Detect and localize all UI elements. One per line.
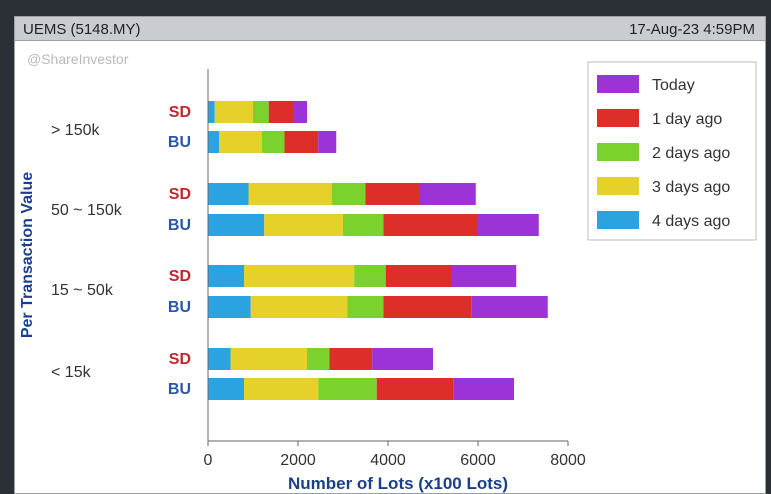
x-tick-label: 6000 xyxy=(460,452,496,469)
chart-panel: UEMS (5148.MY) 17-Aug-23 4:59PM @ShareIn… xyxy=(14,16,766,494)
legend-swatch xyxy=(597,143,639,161)
bar-segment-4-days-ago xyxy=(208,214,265,236)
bar-segment-1-day-ago xyxy=(268,101,294,123)
bar-segment-today xyxy=(419,183,476,205)
bar-segment-3-days-ago xyxy=(244,265,355,287)
bar-segment-today xyxy=(318,131,337,153)
legend-swatch xyxy=(597,75,639,93)
bar-segment-4-days-ago xyxy=(208,131,220,153)
bar-label-sd: SD xyxy=(169,186,191,203)
bar-segment-4-days-ago xyxy=(208,296,251,318)
bar-segment-1-day-ago xyxy=(385,265,451,287)
bar-segment-3-days-ago xyxy=(230,348,307,370)
bar-segment-3-days-ago xyxy=(248,183,332,205)
chart-timestamp: 17-Aug-23 4:59PM xyxy=(629,21,755,38)
x-tick-label: 2000 xyxy=(280,452,316,469)
bar-segment-1-day-ago xyxy=(383,214,478,236)
bar-label-sd: SD xyxy=(169,104,191,121)
bar-label-sd: SD xyxy=(169,351,191,368)
group-label: 15 ~ 50k xyxy=(51,282,114,299)
bar-segment-4-days-ago xyxy=(208,378,244,400)
bar-segment-2-days-ago xyxy=(331,183,366,205)
legend-swatch xyxy=(597,109,639,127)
bar-segment-1-day-ago xyxy=(383,296,472,318)
bar-segment-1-day-ago xyxy=(329,348,373,370)
x-tick-label: 0 xyxy=(204,452,213,469)
bar-segment-4-days-ago xyxy=(208,101,215,123)
legend-label: 3 days ago xyxy=(652,179,730,196)
y-axis-title: Per Transaction Value xyxy=(19,172,36,338)
legend-swatch xyxy=(597,177,639,195)
bar-segment-3-days-ago xyxy=(250,296,348,318)
group-label: < 15k xyxy=(51,364,92,381)
legend-swatch xyxy=(597,211,639,229)
legend-label: 2 days ago xyxy=(652,145,730,162)
bar-label-bu: BU xyxy=(168,134,191,151)
bar-segment-3-days-ago xyxy=(219,131,262,153)
bar-label-bu: BU xyxy=(168,381,191,398)
bar-segment-1-day-ago xyxy=(376,378,454,400)
legend-label: Today xyxy=(652,77,695,94)
x-tick-label: 8000 xyxy=(550,452,586,469)
bar-segment-1-day-ago xyxy=(284,131,319,153)
bar-segment-2-days-ago xyxy=(354,265,386,287)
bar-segment-today xyxy=(478,214,539,236)
bar-segment-2-days-ago xyxy=(318,378,377,400)
bar-label-bu: BU xyxy=(168,299,191,316)
bar-segment-2-days-ago xyxy=(343,214,384,236)
bar-segment-1-day-ago xyxy=(365,183,420,205)
bar-segment-4-days-ago xyxy=(208,183,249,205)
bar-segment-today xyxy=(293,101,307,123)
watermark: @ShareInvestor xyxy=(27,51,129,67)
stock-title: UEMS (5148.MY) xyxy=(23,21,141,38)
legend-label: 4 days ago xyxy=(652,213,730,230)
bar-segment-2-days-ago xyxy=(262,131,285,153)
bar-segment-2-days-ago xyxy=(307,348,330,370)
bar-segment-2-days-ago xyxy=(347,296,384,318)
stacked-bar-chart: SD BU SD BU SD BU SD BU > 150k 50 ~ 150k 15 ~ 50k <… xyxy=(19,61,757,493)
bar-segment-3-days-ago xyxy=(264,214,343,236)
bar-segment-3-days-ago xyxy=(214,101,253,123)
legend-label: 1 day ago xyxy=(652,111,722,128)
bar-segment-3-days-ago xyxy=(244,378,319,400)
group-label: > 150k xyxy=(51,122,100,139)
bar-segment-today xyxy=(372,348,433,370)
bar-label-sd: SD xyxy=(169,268,191,285)
group-label: 50 ~ 150k xyxy=(51,202,123,219)
bar-segment-4-days-ago xyxy=(208,348,231,370)
bar-label-bu: BU xyxy=(168,217,191,234)
x-axis-title: Number of Lots (x100 Lots) xyxy=(288,474,508,493)
bar-segment-today xyxy=(453,378,514,400)
bar-segment-2-days-ago xyxy=(253,101,269,123)
x-tick-label: 4000 xyxy=(370,452,406,469)
bar-segment-today xyxy=(471,296,548,318)
chart-header: UEMS (5148.MY) 17-Aug-23 4:59PM xyxy=(15,17,765,41)
bar-segment-today xyxy=(451,265,517,287)
bar-segment-4-days-ago xyxy=(208,265,244,287)
